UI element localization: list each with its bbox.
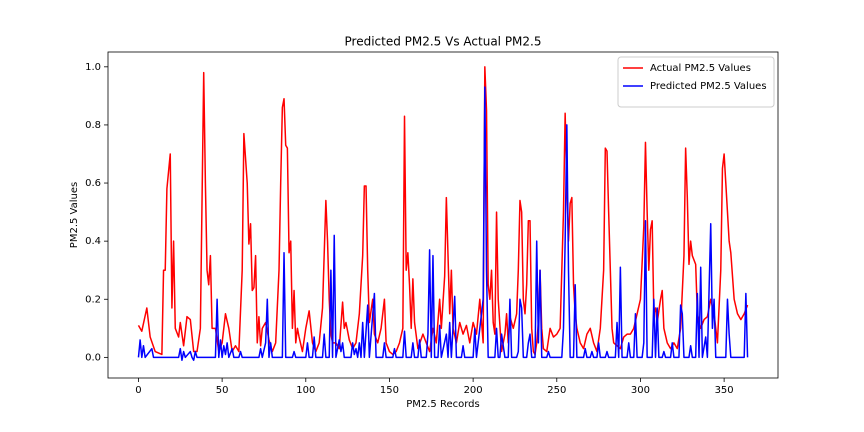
x-tick-label: 200: [464, 385, 483, 396]
x-tick-label: 0: [135, 385, 141, 396]
y-tick-label: 0.0: [85, 352, 101, 363]
legend-label: Actual PM2.5 Values: [650, 63, 751, 74]
x-tick-label: 250: [547, 385, 566, 396]
data-line: [137, 86, 749, 362]
y-axis-label: PM2.5 Values: [69, 182, 80, 248]
x-axis-label: PM2.5 Records: [406, 399, 480, 410]
x-tick-label: 300: [631, 385, 650, 396]
y-tick-label: 0.4: [85, 236, 101, 247]
legend-box: [617, 56, 775, 108]
x-tick-label: 350: [715, 385, 734, 396]
y-tick-label: 0.2: [85, 294, 101, 305]
y-tick-label: 1.0: [85, 62, 101, 73]
plot-frame: [107, 51, 779, 379]
legend-label: Predicted PM2.5 Values: [650, 81, 767, 92]
chart-title: Predicted PM2.5 Vs Actual PM2.5: [345, 35, 542, 49]
x-tick-label: 100: [296, 385, 315, 396]
x-tick-label: 50: [216, 385, 229, 396]
data-line: [137, 66, 749, 356]
y-tick-label: 0.6: [85, 178, 101, 189]
y-tick-label: 0.8: [85, 120, 101, 131]
x-tick-label: 150: [380, 385, 399, 396]
